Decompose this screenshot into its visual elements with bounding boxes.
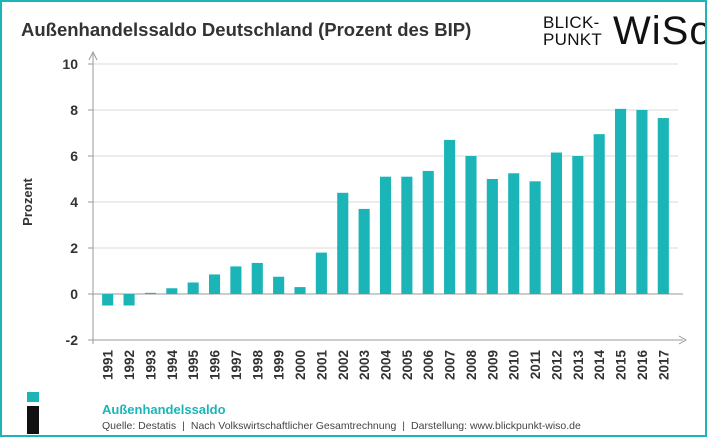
x-tick-label: 2003 <box>357 350 372 381</box>
bar <box>593 134 605 294</box>
credit-text: Darstellung: www.blickpunkt-wiso.de <box>411 420 581 432</box>
bar <box>401 176 413 294</box>
brand-line-1: BLICK- <box>543 13 600 32</box>
bar <box>251 262 263 294</box>
x-tick-label: 1994 <box>165 350 180 381</box>
chart-title: Außenhandelssaldo Deutschland (Prozent d… <box>21 19 472 40</box>
footer-logo-bars <box>27 392 39 434</box>
source-separator: | <box>402 420 406 432</box>
x-tick-label: 2005 <box>400 350 415 381</box>
x-tick-label: 1992 <box>122 350 137 380</box>
x-tick-label: 2016 <box>635 350 650 381</box>
bar <box>508 173 520 294</box>
x-tick-label: 2012 <box>549 350 564 380</box>
bar <box>486 179 498 294</box>
x-tick-label: 1991 <box>101 350 116 381</box>
bar <box>208 274 221 294</box>
bar <box>615 108 627 294</box>
bar <box>465 156 477 294</box>
y-tick-label: 2 <box>70 240 78 256</box>
bar <box>572 156 584 294</box>
bar <box>358 208 370 294</box>
bar <box>294 287 306 294</box>
y-axis-arrow <box>88 50 98 61</box>
bar <box>315 252 327 294</box>
x-tick-label: 1995 <box>186 350 201 381</box>
x-tick-label: 2013 <box>571 350 586 381</box>
x-tick-label: 2008 <box>464 350 479 381</box>
x-tick-label: 1999 <box>272 350 287 380</box>
x-tick-label: 2006 <box>421 350 436 381</box>
bar <box>123 294 135 306</box>
x-tick-label: 1997 <box>229 350 244 380</box>
x-tick-label: 2001 <box>314 350 329 381</box>
footer-series-label: Außenhandelssaldo <box>102 402 226 417</box>
bar <box>230 266 242 294</box>
x-tick-label: 2002 <box>336 350 351 380</box>
y-tick-label: -2 <box>66 332 79 348</box>
brand-text: BLICK- PUNKT <box>543 14 602 48</box>
x-tick-label: 2011 <box>528 350 543 380</box>
x-tick-label: 2000 <box>293 350 308 380</box>
bar <box>529 181 541 294</box>
x-tick-label: 2014 <box>592 350 607 381</box>
bar <box>636 110 648 294</box>
y-tick-label: 6 <box>70 148 78 164</box>
x-tick-label: 2017 <box>656 350 671 380</box>
y-axis-label: Prozent <box>20 177 35 225</box>
x-axis-arrow <box>678 335 688 345</box>
source-text: Quelle: Destatis <box>102 420 177 432</box>
y-tick-label: 8 <box>70 102 78 118</box>
brand-line-2: PUNKT <box>543 30 603 49</box>
method-text: Nach Volkswirtschaftlicher Gesamtrechnun… <box>190 420 397 432</box>
bar <box>337 192 349 294</box>
footer-dark-bar <box>27 406 39 434</box>
footer-accent-bar <box>27 392 39 402</box>
bar <box>273 276 285 294</box>
bar <box>657 118 669 294</box>
bar <box>144 292 156 294</box>
x-tick-label: 1996 <box>208 350 223 381</box>
x-tick-label: 2010 <box>507 350 522 380</box>
x-tick-label: 2004 <box>379 350 394 381</box>
y-tick-label: 4 <box>70 194 78 210</box>
bar <box>166 288 178 294</box>
x-tick-label: 1993 <box>143 350 158 381</box>
bar <box>379 176 392 294</box>
footer-source: Quelle: Destatis | Nach Volkswirtschaftlic… <box>102 420 581 432</box>
bar <box>102 294 114 306</box>
x-tick-label: 2009 <box>485 350 500 380</box>
x-tick-label: 2007 <box>443 350 458 380</box>
bar <box>444 139 456 294</box>
x-tick-label: 1998 <box>250 350 265 381</box>
source-separator: | <box>182 420 185 432</box>
brand-main: WiSo <box>613 9 707 53</box>
x-tick-label: 2015 <box>614 350 629 381</box>
y-tick-label: 10 <box>62 56 78 72</box>
brand-logo: BLICK- PUNKT WiSo <box>543 11 705 51</box>
bar <box>187 282 199 294</box>
bar <box>422 170 434 294</box>
y-tick-label: 0 <box>70 286 78 302</box>
bar <box>550 152 563 294</box>
